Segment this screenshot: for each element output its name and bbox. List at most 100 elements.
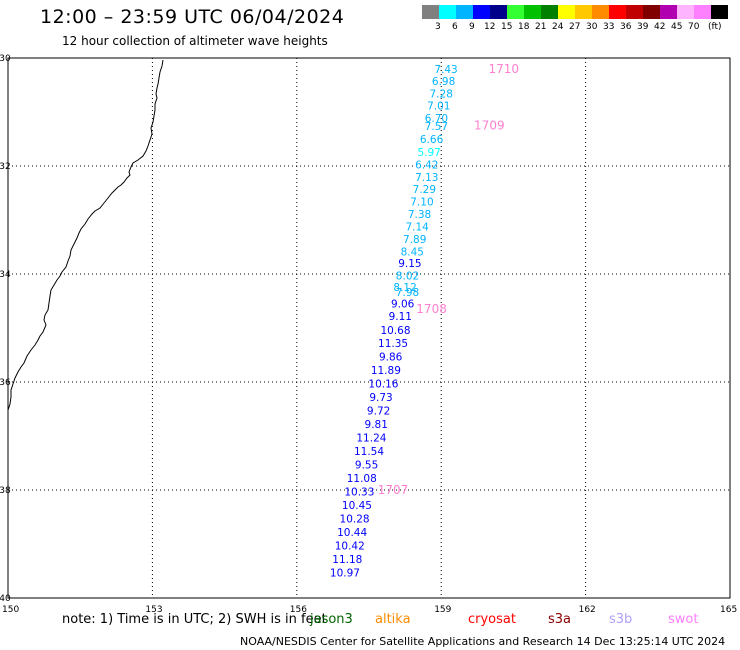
wave-height-label: 8.12	[393, 282, 416, 294]
mission-name-swot: swot	[668, 612, 699, 627]
observation-labels: 7.436.987.287.016.707.576.665.976.427.13…	[330, 64, 458, 580]
time-labels: 1710 1709 1708 1707	[378, 62, 519, 497]
mission-name-cryosat: cryosat	[468, 612, 516, 627]
lat-tick-label: -30	[0, 54, 11, 64]
wave-height-label: 7.38	[408, 209, 431, 221]
wave-height-label: 11.54	[354, 446, 384, 458]
footer-credit: NOAA/NESDIS Center for Satellite Applica…	[240, 635, 726, 648]
legend-swatch	[558, 5, 575, 19]
map-frame	[7, 57, 731, 599]
note-text: note: 1) Time is in UTC; 2) SWH is in fe…	[62, 612, 327, 627]
wave-height-label: 9.73	[369, 392, 392, 404]
wave-height-label: 6.70	[425, 113, 448, 125]
wave-height-label: 7.43	[434, 64, 457, 76]
legend-label: 30	[586, 22, 598, 32]
wave-height-label: 7.14	[405, 221, 429, 233]
mission-name-jason3: jason3	[310, 612, 353, 627]
wave-height-label: 9.86	[379, 352, 403, 364]
wave-height-label: 6.66	[420, 134, 444, 146]
legend-swatch	[575, 5, 592, 19]
legend-swatch	[694, 5, 711, 19]
legend-label: 39	[637, 22, 649, 32]
legend-swatch	[711, 5, 728, 19]
legend-swatch	[422, 5, 439, 19]
wave-height-label: 9.81	[365, 419, 388, 431]
wave-height-label: 7.10	[410, 197, 433, 209]
wave-height-label: 9.55	[355, 460, 378, 472]
wave-height-label: 9.72	[367, 406, 390, 418]
legend-swatch	[524, 5, 541, 19]
lon-tick-label: 162	[579, 605, 596, 615]
wave-height-label: 7.29	[413, 184, 436, 196]
wave-height-label: 10.68	[380, 325, 410, 337]
legend-label: 21	[535, 22, 547, 32]
wave-height-label: 10.45	[342, 500, 372, 512]
legend-swatch	[626, 5, 643, 19]
legend-swatch	[490, 5, 507, 19]
wave-height-label: 11.89	[371, 365, 401, 377]
lat-tick-label: -40	[0, 594, 11, 604]
wave-height-label: 8.02	[396, 271, 419, 283]
wave-height-label: 10.97	[330, 568, 360, 580]
legend-swatch	[677, 5, 694, 19]
lon-tick-label: 153	[145, 605, 162, 615]
wave-height-label: 10.33	[344, 487, 374, 499]
legend-label: 33	[603, 22, 615, 32]
legend-label: 27	[569, 22, 581, 32]
legend-label: 15	[501, 22, 513, 32]
wave-height-label: 10.28	[340, 514, 370, 526]
legend-label: 12	[484, 22, 496, 32]
wave-height-label: 7.89	[403, 234, 426, 246]
legend-label: 18	[518, 22, 530, 32]
wave-height-label: 7.57	[425, 121, 448, 133]
lon-tick-label: 159	[434, 605, 451, 615]
legend-label: 45	[671, 22, 683, 32]
legend-label: 24	[552, 22, 564, 32]
page-subtitle: 12 hour collection of altimeter wave hei…	[62, 34, 328, 48]
lat-tick-label: -36	[0, 378, 11, 388]
wave-height-label: 11.35	[378, 338, 408, 350]
legend-label: 3	[435, 22, 441, 32]
time-label: 1708	[416, 302, 447, 316]
legend-label: 9	[469, 22, 475, 32]
legend-swatch	[507, 5, 524, 19]
legend-swatch	[609, 5, 626, 19]
wave-height-label: 7.13	[415, 172, 438, 184]
legend-label: 36	[620, 22, 632, 32]
wave-height-label: 9.15	[398, 258, 421, 270]
legend-swatch	[643, 5, 660, 19]
wave-height-label: 9.11	[389, 311, 412, 323]
wave-height-label: 8.45	[401, 246, 424, 258]
wave-height-label: 9.06	[391, 299, 415, 311]
lon-tick-label: 150	[2, 605, 19, 615]
legend-swatch	[592, 5, 609, 19]
legend-label: 42	[654, 22, 666, 32]
legend-unit: (ft)	[708, 22, 722, 32]
axis-tick-labels: 150 153 156 159 162 165 -30 -32 -34 -36 -38 -40	[0, 54, 737, 615]
legend-label: 6	[452, 22, 458, 32]
lat-tick-label: -38	[0, 486, 11, 496]
lat-tick-label: -32	[0, 162, 11, 172]
mission-name-altika: altika	[375, 612, 411, 627]
wave-height-label: 7.98	[396, 287, 419, 299]
time-label: 1707	[378, 483, 409, 497]
wave-height-label: 6.42	[415, 159, 438, 171]
coastline	[7, 59, 164, 411]
wave-height-label: 10.16	[368, 379, 398, 391]
wave-height-label: 11.08	[347, 473, 377, 485]
legend-swatch	[473, 5, 490, 19]
wave-height-label: 6.98	[432, 76, 455, 88]
legend-swatch	[660, 5, 677, 19]
graticule	[8, 58, 730, 598]
wave-height-label: 11.24	[356, 433, 386, 445]
lon-tick-label: 165	[720, 605, 737, 615]
wave-height-label: 5.97	[417, 147, 440, 159]
legend-swatch	[541, 5, 558, 19]
wave-height-label: 10.42	[335, 541, 365, 553]
legend-swatch	[456, 5, 473, 19]
page-title: 12:00 – 23:59 UTC 06/04/2024	[40, 6, 345, 28]
time-label: 1709	[474, 119, 505, 133]
lon-tick-label: 156	[290, 605, 307, 615]
